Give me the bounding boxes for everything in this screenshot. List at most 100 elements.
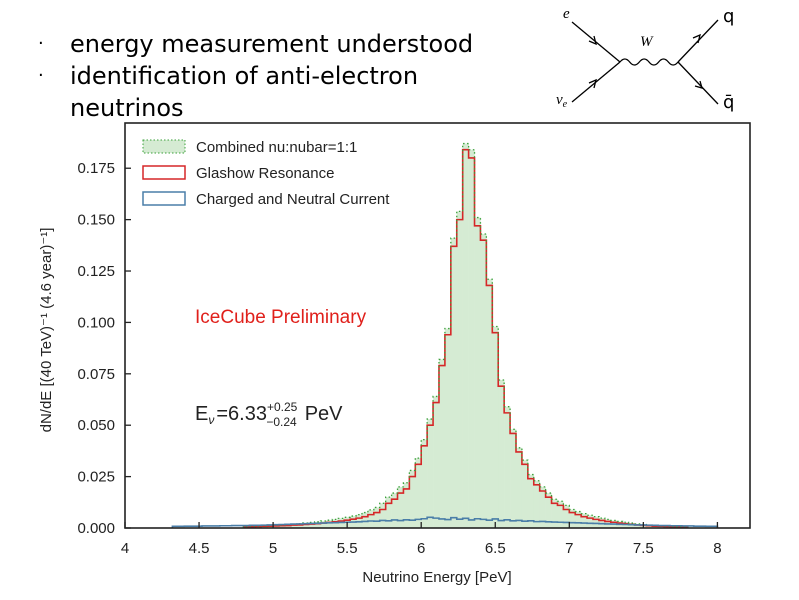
combined-bin-bar xyxy=(332,519,339,528)
combined-bin-bar xyxy=(302,523,309,528)
bullet-list: · energy measurement understood · identifi… xyxy=(38,28,473,124)
combined-bin-bar xyxy=(557,501,564,528)
combined-bin-bar xyxy=(361,512,369,528)
combined-bin-bar xyxy=(397,486,404,528)
arrow-icon xyxy=(692,33,701,44)
combined-bin-bar xyxy=(539,486,546,528)
combined-bin-bar xyxy=(510,429,517,528)
combined-bin-bar xyxy=(391,493,398,528)
combined-bin-bar xyxy=(462,143,469,528)
combined-bin-bar xyxy=(415,458,422,528)
combined-bin-bar xyxy=(373,507,381,528)
combined-bin-bar xyxy=(486,279,493,528)
label-nu-e: νe xyxy=(556,92,568,110)
x-tick-label: 6.5 xyxy=(485,540,506,557)
combined-bin-bar xyxy=(581,513,588,528)
arrow-icon xyxy=(588,35,597,46)
combined-bin-bar xyxy=(326,520,333,528)
bullet-dot-icon: · xyxy=(38,65,44,86)
combined-bin-bar xyxy=(521,460,529,528)
bullet-text: energy measurement understood xyxy=(70,30,474,58)
combined-bin-bar xyxy=(474,217,481,528)
chart: 4 4.5 5 5.5 6 6.5 7 7.5 8 0.000 0.025 0.050 0.075 0.1… xyxy=(38,122,751,586)
x-tick-label: 7 xyxy=(565,540,573,557)
label-e: e xyxy=(563,6,570,22)
x-tick-label: 7.5 xyxy=(633,540,654,557)
legend-label-ccnc: Charged and Neutral Current xyxy=(196,191,390,208)
legend-label-combined: Combined nu:nubar=1:1 xyxy=(196,139,357,156)
combined-bin-bar xyxy=(427,419,434,528)
combined-bin-bar xyxy=(628,523,635,528)
label-qbar: q̄ xyxy=(723,92,734,113)
combined-bin-bar xyxy=(515,447,523,528)
combined-bin-bar xyxy=(296,523,304,528)
x-axis-label: Neutrino Energy [PeV] xyxy=(362,569,511,586)
combined-bin-bar xyxy=(314,521,321,528)
arrow-icon xyxy=(694,80,703,89)
combined-bin-bar xyxy=(593,516,600,528)
combined-bin-bar xyxy=(367,509,375,528)
combined-bin-bar xyxy=(379,503,386,528)
combined-bin-bar xyxy=(587,515,594,528)
y-axis-label: dN/dE [(40 TeV)⁻¹ (4.6 year)⁻¹] xyxy=(38,228,55,433)
plot-frame xyxy=(124,122,751,529)
y-tick-label: 0.150 xyxy=(77,212,115,229)
bullet-item: · identification of anti-electron neutrin… xyxy=(38,60,473,124)
legend-swatch-combined xyxy=(142,139,186,154)
y-tick-label: 0.025 xyxy=(77,469,115,486)
combined-bin-bar xyxy=(551,499,558,528)
combined-bin-bar xyxy=(575,511,582,528)
arrow-icon xyxy=(588,78,597,89)
legend-swatch-glashow xyxy=(142,165,186,180)
y-tick-label: 0.100 xyxy=(77,314,115,331)
x-tick-label: 6 xyxy=(417,540,425,557)
bullet-text: identification of anti-electron neutrino… xyxy=(70,62,419,122)
legend-swatch-ccnc xyxy=(142,191,186,206)
combined-bin-bar xyxy=(480,234,487,528)
energy-annotation: Eν =6.33+0.25 −0.24 PeV xyxy=(195,400,343,429)
combined-bin-bar xyxy=(504,406,511,528)
combined-bin-bar xyxy=(527,474,535,528)
x-tick-label: 4 xyxy=(121,540,129,557)
y-tick-label: 0.075 xyxy=(77,366,115,383)
w-boson-wave xyxy=(619,58,679,66)
combined-bin-bar xyxy=(569,509,576,528)
y-tick-label: 0.000 xyxy=(77,520,115,537)
combined-bin-bar xyxy=(320,521,327,528)
x-tick-label: 5.5 xyxy=(337,540,358,557)
y-tick-label: 0.050 xyxy=(77,417,115,434)
x-tick-label: 5 xyxy=(269,540,277,557)
combined-bin-bar xyxy=(409,470,416,528)
combined-bin-bar xyxy=(545,493,552,528)
combined-bin-bar xyxy=(646,525,653,528)
combined-bin-bar xyxy=(450,238,458,529)
combined-bin-bar xyxy=(438,359,446,528)
antiquark-line xyxy=(677,61,719,105)
combined-bin-bar xyxy=(492,326,499,528)
combined-bin-bar xyxy=(444,328,452,528)
bullet-item: · energy measurement understood xyxy=(38,28,473,60)
bullet-dot-icon: · xyxy=(38,33,44,54)
combined-bin-bar xyxy=(533,480,540,528)
combined-bin-bar xyxy=(634,523,641,528)
combined-bin-bar xyxy=(421,439,428,528)
x-tick-label: 4.5 xyxy=(189,540,210,557)
combined-bin-bar xyxy=(385,497,392,528)
legend-label-glashow: Glashow Resonance xyxy=(196,165,334,182)
x-tick-label: 8 xyxy=(713,540,721,557)
y-tick-label: 0.125 xyxy=(77,263,115,280)
combined-bin-bar xyxy=(498,379,505,528)
y-tick-label: 0.175 xyxy=(77,160,115,177)
ccnc-series-line xyxy=(171,516,719,528)
feynman-diagram xyxy=(571,19,719,105)
combined-bin-bar xyxy=(403,482,410,528)
combined-bin-bar xyxy=(456,211,463,529)
icecube-preliminary-label: IceCube Preliminary xyxy=(195,307,367,328)
combined-bin-bar xyxy=(308,522,315,528)
legend: Combined nu:nubar=1:1 Glashow Resonance … xyxy=(142,139,390,208)
combined-bin-bar xyxy=(563,505,570,528)
combined-bin-bar xyxy=(290,524,298,528)
label-w: W xyxy=(640,34,654,50)
label-q: q xyxy=(723,6,734,27)
